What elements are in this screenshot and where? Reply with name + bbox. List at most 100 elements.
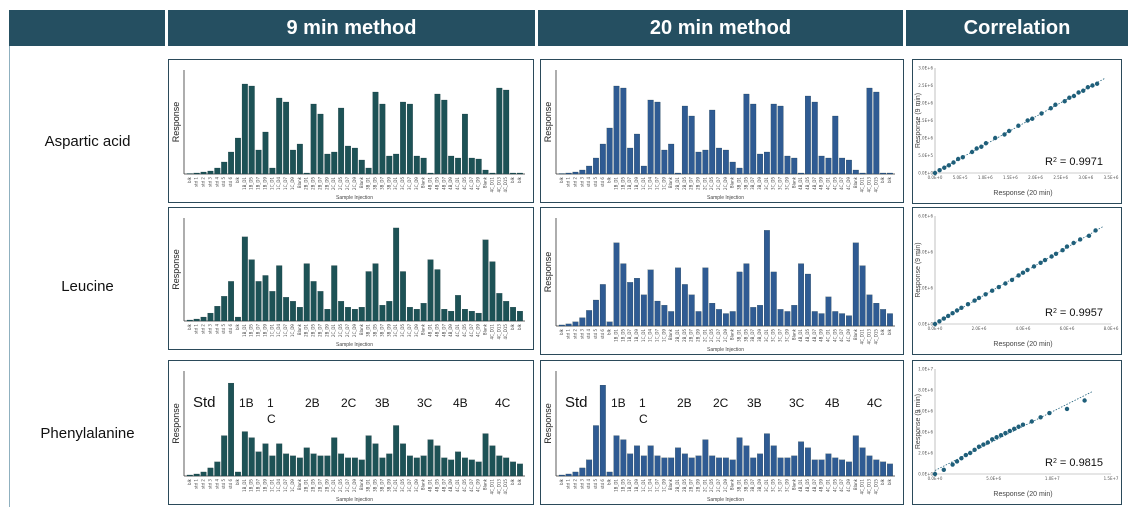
bar <box>695 455 702 477</box>
bar <box>620 263 627 327</box>
x-tick-label: 1B_D7 <box>627 329 632 342</box>
bar <box>675 172 681 175</box>
x-tick-label: std 3 <box>579 329 584 339</box>
bar <box>434 269 441 322</box>
y-tick-label: 2.0E+6 <box>918 101 933 106</box>
x-tick-label: 4B_D9 <box>819 329 824 342</box>
bar <box>647 445 654 477</box>
bar <box>593 425 599 477</box>
bar <box>709 455 716 477</box>
y-tick-label: 2.0E+6 <box>918 451 933 456</box>
scatter-point <box>1081 88 1086 93</box>
bar <box>303 172 310 175</box>
x-axis-label: Sample Injection <box>336 195 373 201</box>
x-tick-label: 4C_D5 <box>832 479 837 492</box>
bar <box>675 447 681 477</box>
x-tick-label: 1B_D5 <box>620 479 625 492</box>
bar <box>681 284 688 327</box>
y-axis-label: Response (9 min) <box>915 93 922 148</box>
bar <box>221 161 228 175</box>
x-tick-label: 2B_D1 <box>675 479 680 492</box>
x-tick-label: Blank <box>730 478 735 490</box>
x-tick-label: 2B_D7 <box>317 324 322 337</box>
x-tick-label: 2C_D7 <box>345 324 350 337</box>
scatter-point <box>993 135 998 141</box>
x-tick-label: std 3 <box>207 177 212 187</box>
x-tick-label: 4B_D7 <box>812 329 817 342</box>
bar <box>593 157 599 175</box>
x-tick-label: 3B_D9 <box>757 479 762 492</box>
x-tick-label: 1B_D1 <box>242 479 247 492</box>
x-tick-label: 4C_D1 <box>455 177 460 190</box>
x-tick-label: blk <box>235 176 240 183</box>
x-tick-label: 4C_D13 <box>866 479 871 495</box>
bar <box>482 169 489 175</box>
scatter-point <box>963 452 968 458</box>
scatter-point <box>1012 426 1017 432</box>
x-tick-label: 4C_D1 <box>455 479 460 492</box>
x-tick-label: 3C_D5 <box>771 479 776 492</box>
scatter-point <box>1002 132 1007 137</box>
bar <box>475 158 482 175</box>
x-tick-label: 2B_D9 <box>324 324 329 337</box>
x-tick-label: 2B_D7 <box>317 177 322 190</box>
bar <box>468 157 475 175</box>
bar <box>784 311 791 327</box>
x-tick-label: std 2 <box>201 479 206 489</box>
bar <box>777 457 784 477</box>
r2-label: R2 = 0.9971 <box>1045 156 1103 168</box>
bar <box>248 259 255 322</box>
bar <box>798 441 804 477</box>
x-tick-label: 3B_D7 <box>750 329 755 342</box>
x-tick-label: 4C_D15 <box>503 479 508 495</box>
x-tick-label: 1B_D1 <box>613 479 618 492</box>
scatter-point <box>937 168 942 173</box>
x-tick-label: std 2 <box>572 329 577 339</box>
bar <box>634 445 640 477</box>
x-tick-label: 1C_D7 <box>655 177 660 190</box>
x-tick-label: Blank <box>791 176 796 188</box>
x-tick-label: 2.0E+6 <box>972 326 987 331</box>
scatter-point <box>1016 424 1021 429</box>
bar <box>468 459 475 477</box>
x-tick-label: 1C_D4 <box>276 479 281 492</box>
y-tick-label: 3.0E+6 <box>918 66 933 71</box>
bar <box>413 457 420 477</box>
bar <box>586 310 593 327</box>
bar <box>757 453 763 477</box>
x-tick-label: 1B_D9 <box>262 177 267 190</box>
x-tick-label: blk <box>607 176 612 183</box>
bar <box>241 431 248 477</box>
x-tick-label: 1C_D9 <box>661 329 666 342</box>
bar <box>455 295 461 322</box>
x-tick-label: blk <box>559 176 564 183</box>
x-tick-label: std 4 <box>586 329 591 339</box>
scatter-point <box>960 155 965 160</box>
x-tick-label: std 4 <box>214 177 219 187</box>
bar <box>448 459 455 477</box>
bar <box>613 435 620 477</box>
bar <box>579 467 586 477</box>
bar <box>873 303 880 327</box>
bar <box>331 151 338 175</box>
x-tick-label: 8.0E+6 <box>1104 326 1119 331</box>
x-tick-label: 1C_D4 <box>276 324 281 337</box>
group-label: 1B <box>611 396 626 410</box>
bar <box>784 457 791 477</box>
bar <box>310 103 317 175</box>
bar <box>496 87 503 175</box>
y-axis-label: Response <box>171 403 181 444</box>
bar <box>358 459 365 477</box>
x-tick-label: 2C_D7 <box>345 177 350 190</box>
row-label-aspartic: Aspartic acid <box>44 133 131 150</box>
bar <box>345 457 351 477</box>
bar <box>873 459 880 477</box>
bar <box>716 457 722 477</box>
bar <box>290 149 296 175</box>
scatter-point <box>1082 398 1087 403</box>
y-axis-label: Response <box>543 403 553 444</box>
x-tick-label: std 5 <box>593 177 598 187</box>
y-tick-label: 0.0E+0 <box>918 322 933 327</box>
bar <box>709 303 716 327</box>
x-tick-label: 1C_D1 <box>641 329 646 342</box>
